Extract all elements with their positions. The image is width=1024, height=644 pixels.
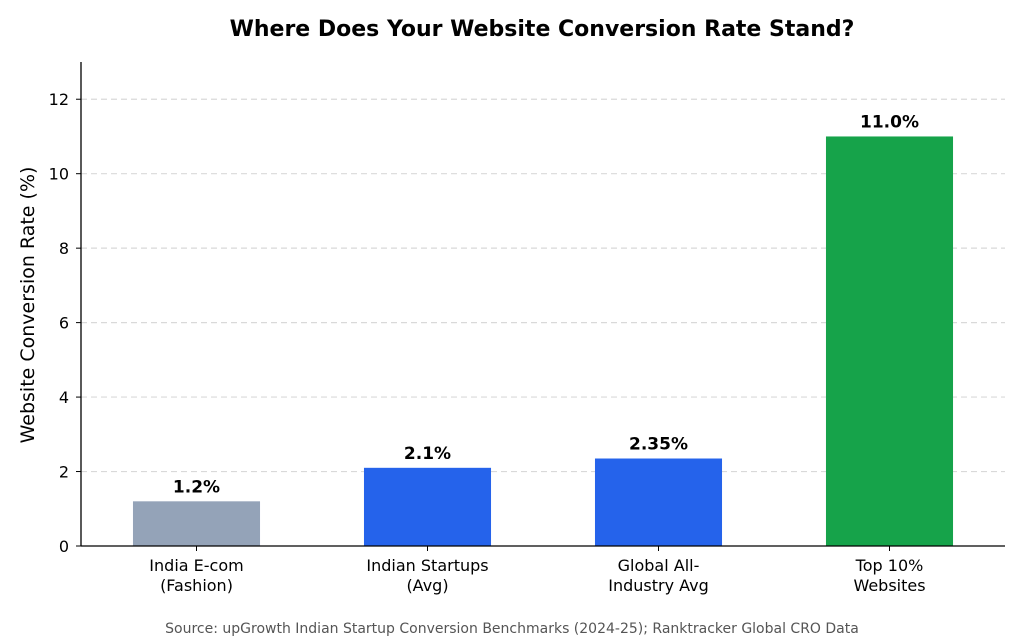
y-axis-label: Website Conversion Rate (%)	[17, 167, 39, 444]
data-label: 11.0%	[860, 112, 919, 132]
y-tick-label: 12	[49, 90, 69, 109]
y-tick-label: 4	[59, 388, 69, 407]
x-tick-label: India E-com	[149, 556, 243, 575]
bar	[132, 501, 261, 546]
bars	[132, 136, 954, 546]
x-tick-label: Indian Startups	[366, 556, 488, 575]
axes	[76, 62, 1005, 551]
x-tick-label: (Fashion)	[160, 576, 233, 595]
bar	[363, 467, 492, 546]
data-label: 2.35%	[629, 435, 688, 455]
x-tick-label: Top 10%	[855, 556, 924, 575]
bar	[594, 458, 723, 546]
y-tick-label: 8	[59, 239, 69, 258]
data-label: 2.1%	[404, 444, 451, 464]
x-tick-label: Global All-	[618, 556, 700, 575]
y-tick-label: 0	[59, 537, 69, 556]
source-note: Source: upGrowth Indian Startup Conversi…	[165, 621, 859, 637]
x-tick-label: Industry Avg	[608, 576, 709, 595]
x-tick-label: (Avg)	[406, 576, 448, 595]
y-tick-label: 6	[59, 314, 69, 333]
bar	[825, 136, 954, 546]
y-tick-label: 2	[59, 463, 69, 482]
x-tick-label: Websites	[853, 576, 925, 595]
data-label: 1.2%	[173, 477, 220, 497]
labels: 1.2% India E-com(Fashion) 2.1% Indian Start…	[49, 90, 926, 595]
chart-title: Where Does Your Website Conversion Rate …	[230, 17, 855, 42]
y-tick-label: 10	[49, 165, 69, 184]
